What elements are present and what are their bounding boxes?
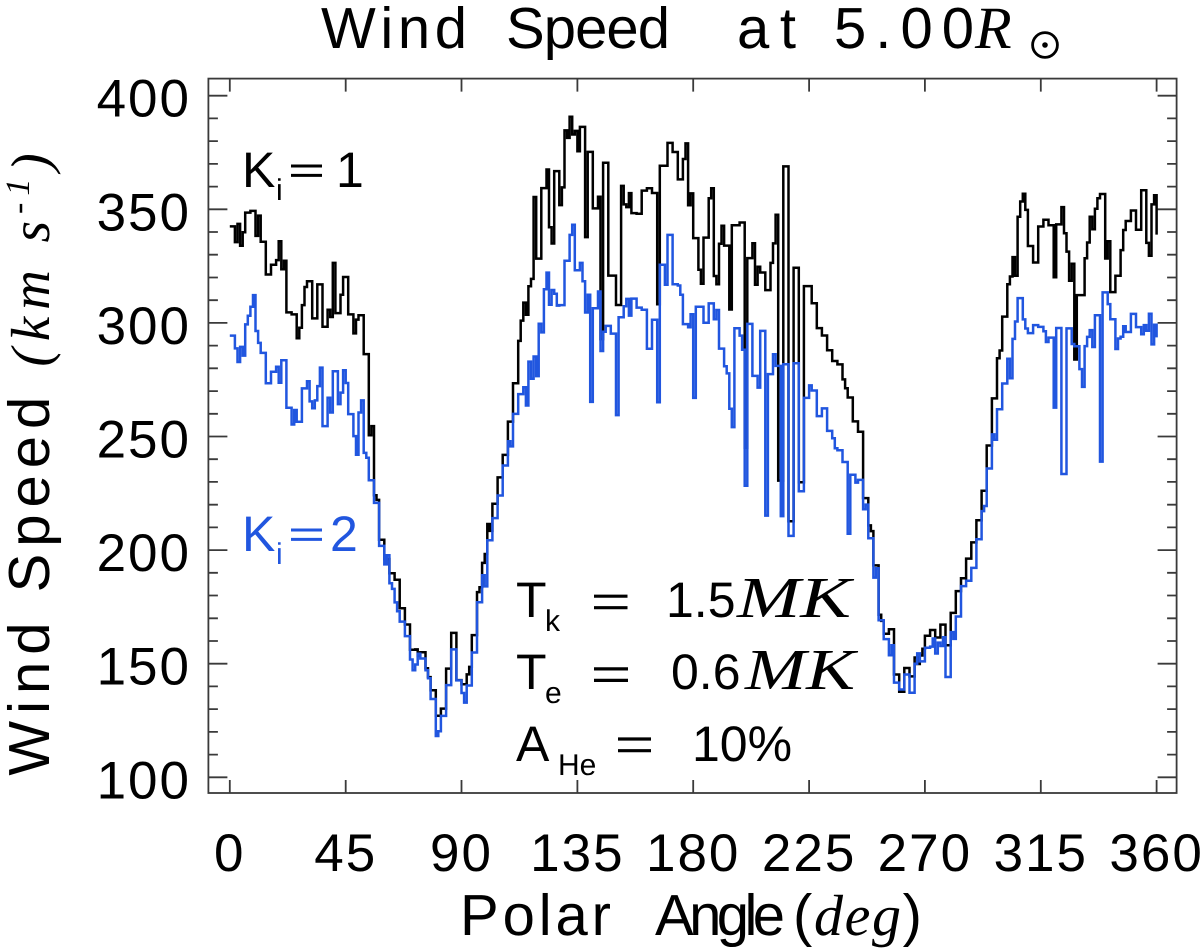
svg-text:100: 100 [97, 751, 191, 810]
svg-text:2: 2 [330, 506, 358, 562]
svg-text:200: 200 [97, 524, 191, 583]
svg-text:300: 300 [97, 297, 191, 356]
svg-text:150: 150 [97, 638, 191, 697]
svg-text:0: 0 [214, 824, 245, 883]
svg-text:at: at [737, 0, 796, 61]
svg-text:Angle: Angle [655, 883, 785, 948]
svg-text:10%: 10% [692, 716, 792, 772]
svg-text:400: 400 [97, 70, 191, 129]
svg-text:K: K [242, 506, 275, 562]
svg-text:e: e [545, 677, 562, 710]
svg-text:A: A [516, 716, 550, 772]
svg-text:i: i [276, 538, 283, 571]
svg-text:225: 225 [762, 824, 856, 883]
svg-text:MK: MK [736, 565, 856, 630]
svg-text:(deg): (deg) [793, 883, 922, 948]
svg-text:90: 90 [430, 824, 493, 883]
svg-text:135: 135 [530, 824, 624, 883]
svg-text:45: 45 [314, 824, 377, 883]
svg-text:0.6: 0.6 [671, 644, 741, 700]
svg-text:i: i [276, 174, 283, 207]
svg-text:180: 180 [646, 824, 740, 883]
svg-text:Speed: Speed [506, 0, 670, 61]
svg-text:MK: MK [744, 637, 859, 702]
svg-text:Wind Speed (km s-1): Wind Speed (km s-1) [0, 146, 62, 775]
svg-text:T: T [516, 572, 547, 628]
svg-text:315: 315 [994, 824, 1088, 883]
svg-text:R: R [974, 0, 1012, 61]
svg-text:5.00: 5.00 [834, 0, 974, 61]
svg-text:1: 1 [336, 142, 364, 198]
svg-text:360: 360 [1109, 824, 1200, 883]
svg-text:k: k [545, 605, 561, 638]
svg-text:1.5: 1.5 [666, 572, 736, 628]
svg-text:T: T [516, 644, 547, 700]
svg-text:250: 250 [97, 411, 191, 470]
svg-text:He: He [558, 749, 596, 782]
svg-text:270: 270 [878, 824, 972, 883]
svg-text:K: K [242, 142, 275, 198]
svg-text:350: 350 [97, 183, 191, 242]
